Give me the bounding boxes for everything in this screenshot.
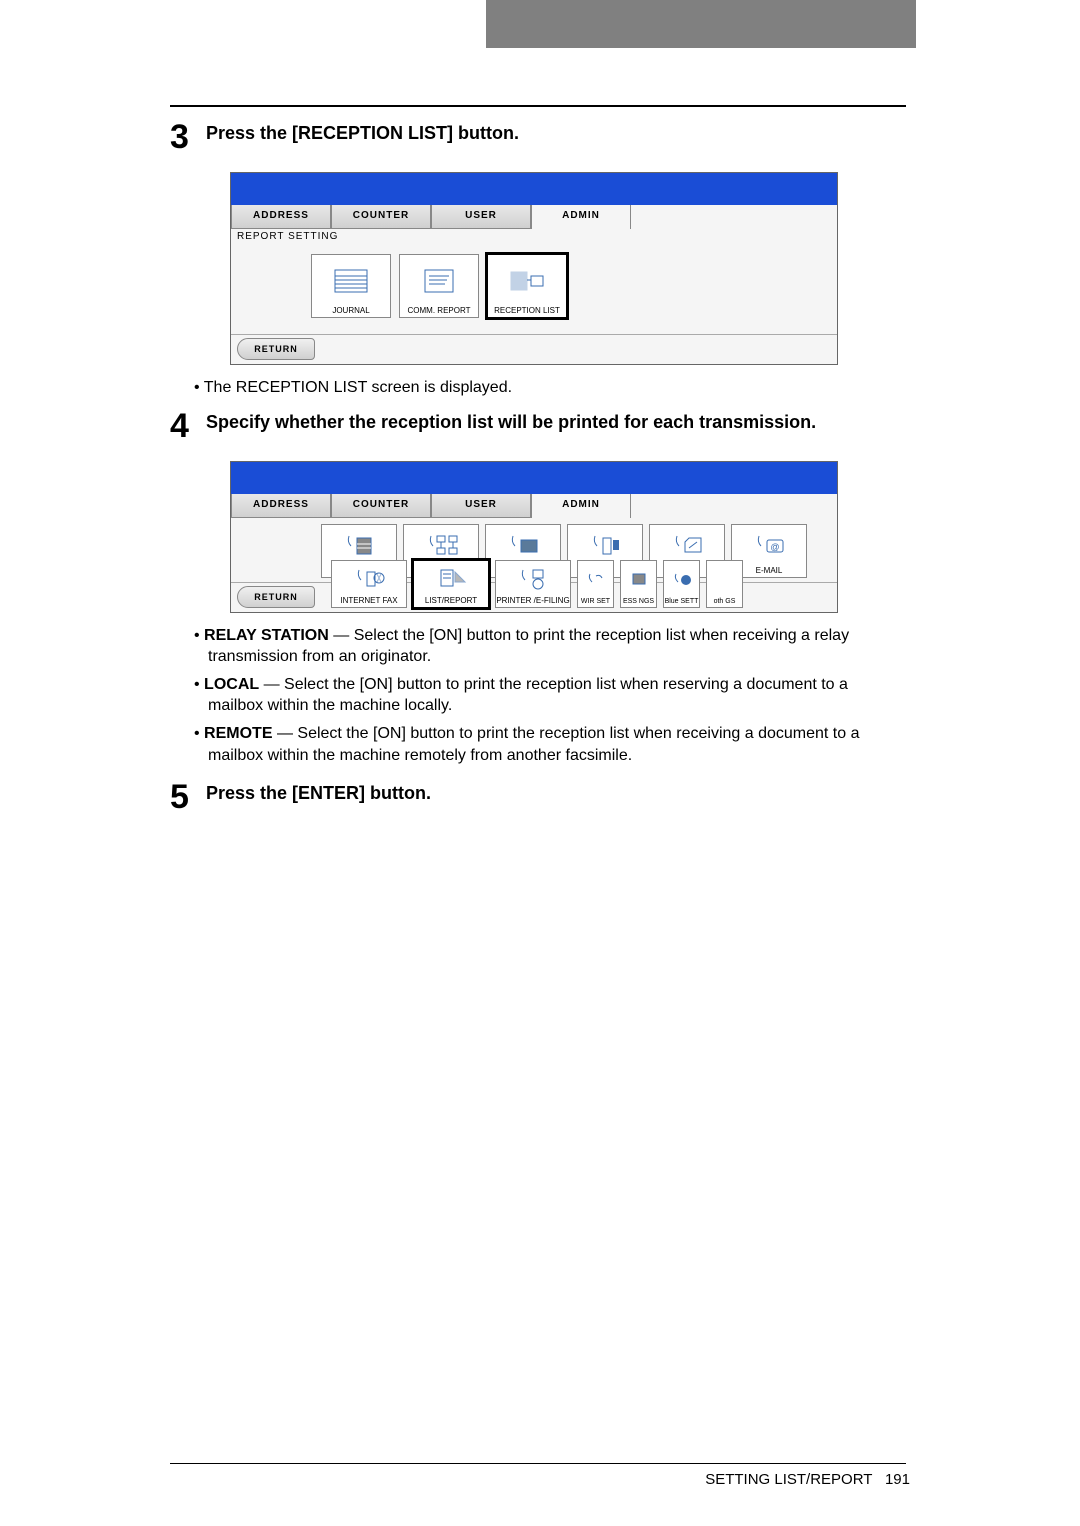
wir-set-label: WIR SET (578, 598, 613, 605)
svg-text:@: @ (770, 542, 779, 552)
tab-address[interactable]: ADDRESS (231, 494, 331, 518)
email-label: E-MAIL (732, 566, 806, 575)
step-number: 3 (170, 120, 206, 154)
step-5: 5 Press the [ENTER] button. (170, 780, 906, 814)
printer-label: PRINTER /E-FILING (496, 596, 570, 605)
comm-report-label: COMM. REPORT (400, 306, 478, 315)
page-content: 3 Press the [RECEPTION LIST] button. ADD… (170, 120, 906, 822)
list-report-button[interactable]: LIST/REPORT (413, 560, 489, 608)
screen-footer: RETURN INTERNET FAX LIST/REPORT PRINTER … (231, 582, 837, 612)
ess-ngs-button[interactable]: ESS NGS (620, 560, 657, 608)
step-number: 4 (170, 409, 206, 443)
reception-list-icon (488, 255, 566, 306)
tab-counter[interactable]: COUNTER (331, 494, 431, 518)
step-body: Specify whether the reception list will … (206, 409, 906, 443)
step-body: Press the [ENTER] button. (206, 780, 906, 814)
comm-report-button[interactable]: COMM. REPORT (399, 254, 479, 318)
local-text: — Select the [ON] button to print the re… (208, 676, 848, 715)
bluetooth-icon (664, 561, 699, 598)
screen-subheader: REPORT SETTING (231, 229, 837, 244)
printer-efiling-button[interactable]: PRINTER /E-FILING (495, 560, 571, 608)
wireless-icon (578, 561, 613, 598)
return-button[interactable]: RETURN (237, 586, 315, 608)
list-report-label: LIST/REPORT (414, 596, 488, 605)
step3-bullet: The RECEPTION LIST screen is displayed. (194, 377, 906, 399)
tab-admin[interactable]: ADMIN (531, 205, 631, 229)
step-4: 4 Specify whether the reception list wil… (170, 409, 906, 443)
internet-fax-label: INTERNET FAX (332, 596, 406, 605)
journal-label: JOURNAL (312, 306, 390, 315)
step4-bullet-local: LOCAL — Select the [ON] button to print … (194, 674, 906, 717)
remote-text: — Select the [ON] button to print the re… (208, 725, 859, 764)
tab-user[interactable]: USER (431, 494, 531, 518)
tab-admin[interactable]: ADMIN (531, 494, 631, 518)
journal-icon (312, 255, 390, 306)
reception-list-label: RECEPTION LIST (488, 306, 566, 315)
step-title: Press the [ENTER] button. (206, 782, 906, 805)
othgs-icon (707, 561, 742, 598)
screen-tabs: ADDRESS COUNTER USER ADMIN (231, 494, 837, 518)
internet-fax-icon (332, 561, 406, 596)
footer-text: SETTING LIST/REPORT 191 (705, 1471, 910, 1488)
step4-bullet-remote: REMOTE — Select the [ON] button to print… (194, 723, 906, 766)
return-button[interactable]: RETURN (237, 338, 315, 360)
screen-titlebar (231, 173, 837, 205)
step4-bullet-relay: RELAY STATION — Select the [ON] button t… (194, 625, 906, 668)
screen-titlebar (231, 462, 837, 494)
tab-user[interactable]: USER (431, 205, 531, 229)
wireless-set-button[interactable]: WIR SET (577, 560, 614, 608)
screenshot-report-setting: ADDRESS COUNTER USER ADMIN REPORT SETTIN… (230, 172, 838, 365)
printer-icon (496, 561, 570, 596)
step-3: 3 Press the [RECEPTION LIST] button. (170, 120, 906, 154)
remote-bold: REMOTE (204, 725, 272, 742)
step-number: 5 (170, 780, 206, 814)
step-title: Press the [RECEPTION LIST] button. (206, 122, 906, 145)
footer-rule (170, 1463, 906, 1464)
top-rule (170, 105, 906, 107)
tab-address[interactable]: ADDRESS (231, 205, 331, 229)
reception-list-button[interactable]: RECEPTION LIST (487, 254, 567, 318)
oth-gs-label: oth GS (707, 598, 742, 605)
step-body: Press the [RECEPTION LIST] button. (206, 120, 906, 154)
header-gray-block (486, 0, 916, 48)
relay-bold: RELAY STATION (204, 627, 329, 644)
footer-page: 191 (885, 1471, 910, 1488)
screenshot-admin-menu: ADDRESS COUNTER USER ADMIN GENERAL NETWO… (230, 461, 838, 613)
email-icon: @ (732, 525, 806, 566)
oth-gs-button[interactable]: oth GS (706, 560, 743, 608)
tab-counter[interactable]: COUNTER (331, 205, 431, 229)
internet-fax-button[interactable]: INTERNET FAX (331, 560, 407, 608)
journal-button[interactable]: JOURNAL (311, 254, 391, 318)
bluetooth-set-button[interactable]: Blue SETT (663, 560, 700, 608)
comm-report-icon (400, 255, 478, 306)
local-bold: LOCAL (204, 676, 259, 693)
ess-ngs-label: ESS NGS (621, 598, 656, 605)
essngs-icon (621, 561, 656, 598)
screen-body: JOURNAL COMM. REPORT RECEPTION LIST (231, 244, 837, 334)
blue-sett-label: Blue SETT (664, 598, 699, 605)
footer-section: SETTING LIST/REPORT (705, 1471, 872, 1488)
screen-tabs: ADDRESS COUNTER USER ADMIN (231, 205, 837, 229)
screen-footer: RETURN (231, 334, 837, 364)
step-title: Specify whether the reception list will … (206, 411, 906, 434)
list-report-icon (414, 561, 488, 596)
